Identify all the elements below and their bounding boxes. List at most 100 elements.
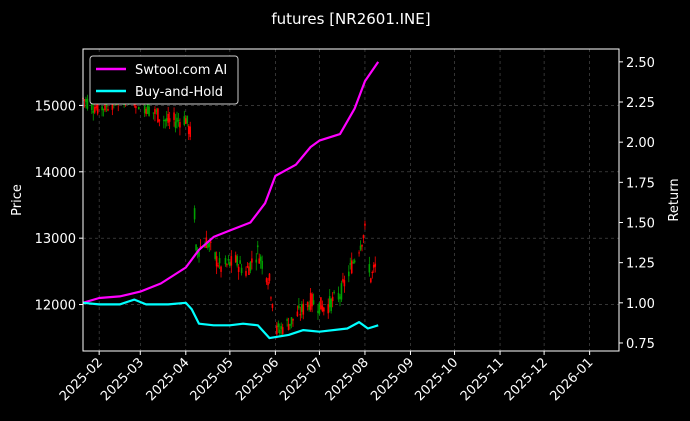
candle-body xyxy=(236,256,238,266)
candle-body xyxy=(333,291,335,294)
y-right-tick-label: 1.75 xyxy=(626,176,655,191)
candle-body xyxy=(226,264,228,266)
candle-body xyxy=(111,103,114,110)
candle-body xyxy=(217,265,219,267)
candle-body xyxy=(220,266,222,272)
candle-body xyxy=(267,281,269,286)
y-right-tick-label: 0.75 xyxy=(626,337,655,352)
candle-body xyxy=(349,263,352,265)
candle-body xyxy=(289,323,291,326)
candle-body xyxy=(234,255,237,263)
chart-title: futures [NR2601.INE] xyxy=(271,10,430,28)
candle-body xyxy=(157,108,159,123)
y-axis-right-label: Return xyxy=(667,178,682,221)
candle-body xyxy=(102,109,105,111)
legend-box xyxy=(89,55,239,105)
candle-body xyxy=(230,256,233,266)
candle-body xyxy=(328,296,331,308)
candle-body xyxy=(104,99,106,111)
candle-body xyxy=(281,327,284,334)
candle-body xyxy=(343,280,346,287)
candle-body xyxy=(292,318,294,321)
candle-body xyxy=(287,323,290,330)
y-left-tick-label: 14000 xyxy=(35,166,76,181)
candle-body xyxy=(327,304,330,314)
candle-body xyxy=(317,310,319,313)
candle-body xyxy=(186,115,189,124)
candle-body xyxy=(372,264,375,268)
candle-body xyxy=(245,270,247,276)
candle-body xyxy=(154,108,156,114)
candle-body xyxy=(323,307,325,312)
candle-body xyxy=(358,252,360,254)
candle-body xyxy=(95,106,98,109)
candle-body xyxy=(364,223,366,226)
candle-body xyxy=(347,271,350,277)
candle-body xyxy=(340,283,343,300)
candle-body xyxy=(214,252,216,259)
candle-body xyxy=(198,251,200,257)
candle-body xyxy=(299,313,302,316)
candle-body xyxy=(298,305,300,309)
candle-body xyxy=(101,106,103,111)
y-axis-left-label: Price xyxy=(10,184,25,216)
candle-body xyxy=(167,113,169,123)
series-line-swtool-ai xyxy=(82,61,380,304)
candle-body xyxy=(296,311,299,317)
candle-body xyxy=(277,323,280,328)
candle-body xyxy=(268,273,271,281)
candle-body xyxy=(229,262,231,267)
candle-body xyxy=(306,302,309,307)
candle-body xyxy=(165,118,168,122)
candle-body xyxy=(107,109,109,111)
candle-body xyxy=(145,109,147,115)
candle-body xyxy=(251,258,253,263)
candle-body xyxy=(155,110,158,112)
candle-body xyxy=(96,99,99,114)
candle-body xyxy=(215,256,218,267)
candle-body xyxy=(278,329,281,334)
y-right-tick-label: 1.00 xyxy=(626,297,655,312)
candle-body xyxy=(146,102,149,114)
candle-body xyxy=(177,120,180,122)
candle-body xyxy=(193,208,196,220)
candle-body xyxy=(86,98,89,109)
candle-body xyxy=(342,278,344,282)
candle-body xyxy=(258,258,261,264)
candle-body xyxy=(261,260,263,269)
candle-body xyxy=(286,319,288,321)
candle-body xyxy=(207,243,209,248)
legend-label-swtool-ai: Swtool.com AI xyxy=(135,63,227,78)
candle-body xyxy=(248,266,250,275)
series-line-buy-and-hold xyxy=(82,298,379,340)
candle-body xyxy=(308,304,310,310)
candle-body xyxy=(330,299,332,311)
candle-body xyxy=(337,292,340,300)
legend: Swtool.com AI Buy-and-Hold xyxy=(89,55,239,105)
candle-body xyxy=(371,271,374,273)
candle-body xyxy=(158,119,161,122)
candle-body xyxy=(105,103,108,107)
candle-body xyxy=(302,303,305,315)
candle-body xyxy=(179,122,181,128)
y-left-tick-label: 15000 xyxy=(35,99,76,114)
series-lines xyxy=(82,61,380,340)
candle-body xyxy=(339,296,341,299)
candle-body xyxy=(374,263,377,267)
candle-body xyxy=(318,302,321,314)
candle-body xyxy=(320,297,322,310)
y-left-tick-label: 12000 xyxy=(35,299,76,314)
candle-body xyxy=(237,266,240,272)
y-right-tick-label: 2.00 xyxy=(626,136,655,151)
candle-body xyxy=(195,244,197,251)
candle-body xyxy=(115,104,118,106)
candle-body xyxy=(152,112,155,114)
candle-body xyxy=(183,116,186,125)
candle-body xyxy=(370,278,372,283)
candle-body xyxy=(256,245,259,248)
candle-body xyxy=(331,296,334,302)
candle-body xyxy=(290,317,293,325)
candle-body xyxy=(148,106,150,116)
candle-body xyxy=(164,119,167,122)
